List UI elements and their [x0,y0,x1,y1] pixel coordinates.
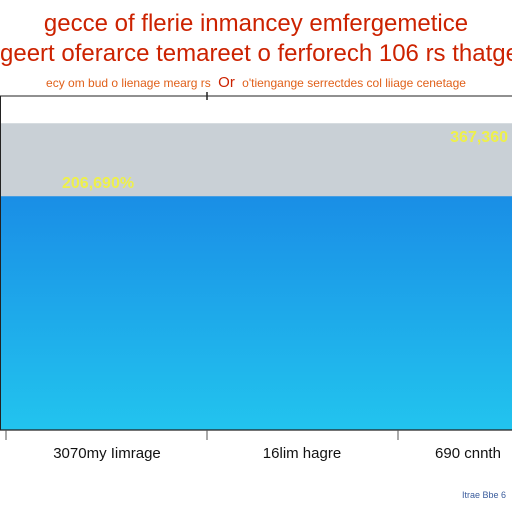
subtitle-text-start: ecy om bud o lienage mearg rs [46,76,211,90]
x-tick-label-3: 690 cnnth [435,445,501,462]
x-tick-label-2: 16lim hagre [263,445,341,462]
subtitle-accent: Or [218,74,235,91]
data-label-1: 206,690% [62,175,134,192]
x-tick-label-1: 3070my Iimrage [53,445,161,462]
subtitle-text-end: o'tiengange serrectdes col liiage ceneta… [242,76,466,90]
source-note: Itrae Bbe 6 [461,490,506,500]
chart-title-line-2: geert oferarce temareet o ferforech 106 … [0,40,512,67]
area-series-2 [0,196,512,430]
chart-title-line-1: gecce of flerie inmancey emfergemetice [43,10,469,37]
data-label-2: 367,360 [450,129,508,146]
chart-subtitle: ecy om bud o lienage mearg rs Or o'tieng… [0,74,512,91]
